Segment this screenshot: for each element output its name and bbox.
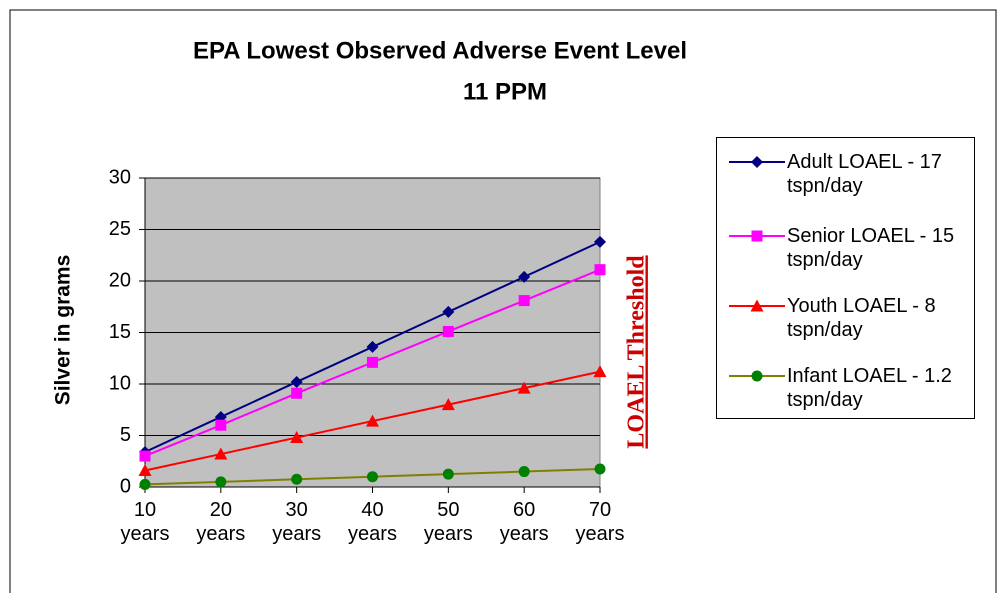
x-tick-label: 70 years [575, 499, 625, 545]
x-tick-label: 50 years [423, 499, 473, 545]
marker [214, 447, 228, 460]
legend: Adult LOAEL - 17 tspn/day Senior LOAEL - … [716, 137, 975, 419]
chart-title: EPA Lowest Observed Adverse Event Level [193, 37, 687, 64]
chart-subtitle: 11 PPM [463, 78, 547, 105]
legend-swatch [729, 230, 785, 242]
marker [215, 419, 227, 431]
marker [441, 398, 455, 411]
legend-entry: Senior LOAEL - 15 tspn/day [727, 224, 967, 272]
legend-entry: Youth LOAEL - 8 tspn/day [727, 294, 967, 342]
y-tick-label: 30 [109, 166, 131, 188]
x-tick-label: 60 years [499, 499, 549, 545]
x-tick-label: 30 years [272, 499, 322, 545]
marker [518, 270, 531, 283]
marker [291, 473, 303, 485]
legend-swatch [729, 370, 785, 382]
marker [594, 463, 606, 475]
marker [290, 431, 304, 444]
y-tick-label: 10 [109, 372, 131, 394]
marker [518, 295, 530, 307]
x-tick-label: 40 years [348, 499, 397, 545]
marker [290, 375, 303, 388]
marker [442, 305, 455, 318]
marker [751, 370, 763, 382]
marker [138, 464, 152, 477]
marker [367, 356, 378, 368]
marker [751, 230, 763, 242]
legend-label: Adult LOAEL - 17 tspn/day [787, 151, 942, 197]
marker [366, 414, 379, 427]
marker [593, 365, 607, 378]
marker [291, 387, 303, 399]
marker [442, 325, 454, 337]
y-axis-label: Silver in grams [52, 255, 75, 406]
marker [139, 450, 151, 462]
x-tick-label: 20 years [196, 499, 246, 545]
legend-swatch [729, 299, 785, 312]
legend-entry: Infant LOAEL - 1.2 tspn/day [727, 364, 967, 412]
annotation: LOAEL Threshold [624, 255, 650, 449]
marker [750, 299, 764, 312]
y-tick-label: 5 [120, 424, 131, 446]
marker [594, 264, 606, 276]
y-tick-label: 20 [109, 269, 131, 291]
legend-entry: Adult LOAEL - 17 tspn/day [727, 150, 967, 198]
y-tick-label: 0 [120, 475, 131, 497]
marker [215, 476, 227, 488]
marker [442, 468, 454, 480]
legend-label: Infant LOAEL - 1.2 tspn/day [787, 365, 952, 411]
marker [366, 340, 379, 353]
marker [367, 471, 378, 483]
legend-label: Youth LOAEL - 8 tspn/day [787, 295, 936, 341]
x-tick-label: 10 years [120, 499, 170, 545]
marker [751, 156, 763, 168]
y-tick-label: 15 [109, 321, 131, 343]
legend-swatch [729, 156, 785, 168]
marker [139, 478, 151, 490]
marker [518, 466, 530, 478]
y-tick-label: 25 [109, 218, 131, 240]
legend-label: Senior LOAEL - 15 tspn/day [787, 225, 955, 271]
marker [517, 381, 531, 394]
marker [594, 235, 606, 248]
